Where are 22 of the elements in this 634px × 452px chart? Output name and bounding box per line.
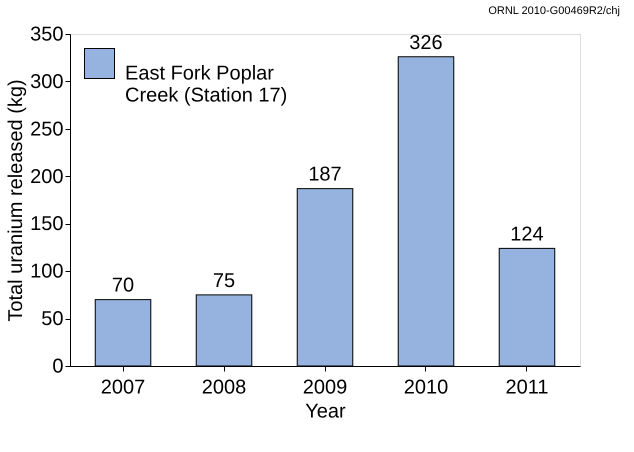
x-tick-label: 2010: [404, 376, 448, 398]
text: ORNL 2010-G00469R2/chj: [488, 5, 620, 17]
data-label: 75: [212, 270, 236, 292]
x-axis-title: Year: [305, 400, 346, 422]
y-tick-label: 350: [30, 24, 64, 46]
x-tick-label: 2007: [100, 376, 146, 398]
y-tick-label: 300: [30, 70, 64, 93]
y-tick-label: 250: [30, 118, 64, 140]
y-tick-label: 150: [30, 213, 64, 236]
y-tick-label: 0: [52, 356, 64, 378]
data-label: 70: [112, 274, 134, 297]
x-tick-label: 2008: [202, 376, 246, 398]
x-tick-label: 2011: [505, 376, 548, 398]
y-tick-label: 50: [41, 308, 64, 330]
data-label: 124: [510, 223, 544, 246]
data-label: 187: [308, 164, 342, 186]
y-tick-label: 200: [30, 166, 64, 188]
y-axis-title: Total uranium released (kg): [5, 79, 28, 322]
x-tick-label: 2009: [302, 376, 348, 398]
legend-label: East Fork Poplar Creek (Station 17): [125, 62, 288, 106]
data-label: 326: [409, 32, 443, 54]
y-tick-label: 100: [30, 260, 64, 283]
